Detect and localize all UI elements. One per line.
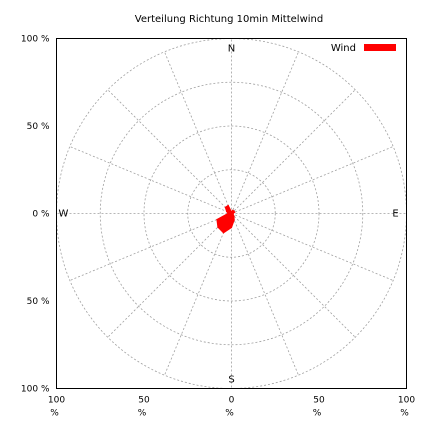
x-tick-value: 100 [48,396,65,406]
chart-title: Verteilung Richtung 10min Mittelwind [135,14,323,25]
y-tick-label: 0 % [32,210,50,220]
direction-south: S [228,375,234,386]
grid-spoke [231,89,356,214]
x-tick-unit: % [225,409,234,419]
grid-ring-50 [143,125,320,302]
grid-spoke [231,51,299,214]
direction-west: W [59,209,69,220]
grid-spoke [107,89,232,214]
y-tick-label: 100 % [21,35,50,45]
grid-spoke [69,213,232,281]
series-point [217,226,219,228]
x-tick-value: 50 [313,396,325,406]
series-point [227,204,229,207]
grid-spoke [231,146,394,214]
x-tick-value: 0 [229,396,235,406]
grid-ring-75 [99,81,364,346]
legend-swatch [364,44,396,51]
grid-spoke [231,213,394,281]
grid-spoke [164,213,232,376]
series-point [233,219,235,221]
y-tick-label: 100 % [21,385,50,395]
grid-spoke [231,213,356,338]
series-point [233,215,235,217]
polar-grid [56,38,407,389]
plot-frame [56,38,407,389]
series-point [233,210,235,212]
direction-north: N [228,44,235,55]
direction-labels: N E S W [59,44,399,386]
x-tick-value: 100 [398,396,415,406]
direction-east: E [392,209,398,220]
series-point [232,209,234,211]
series-point [222,232,225,234]
series-point [216,218,218,221]
series-point [226,210,228,213]
x-tick-unit: % [400,409,409,419]
series-area-0 [216,204,236,234]
axis-ticks: 100 %50 %0 %50 %100 %100%50%0%50%100% [21,35,415,419]
series-point [234,211,236,213]
legend: Wind [331,43,396,54]
grid-spoke [69,146,232,214]
series-point [232,213,234,215]
x-tick-unit: % [138,409,147,419]
x-tick-unit: % [50,409,59,419]
series-layer [216,204,236,234]
grid-ring-25 [187,169,276,258]
x-tick-unit: % [313,409,322,419]
grid-spoke [231,213,299,376]
y-tick-label: 50 % [27,122,50,132]
y-tick-label: 50 % [27,297,50,307]
series-point [230,211,233,213]
legend-label: Wind [331,43,356,54]
series-point [227,212,229,215]
grid-spoke [107,213,232,338]
x-tick-value: 50 [138,396,150,406]
series-point [224,206,226,208]
grid-spoke [164,51,232,214]
series-point [230,226,233,229]
